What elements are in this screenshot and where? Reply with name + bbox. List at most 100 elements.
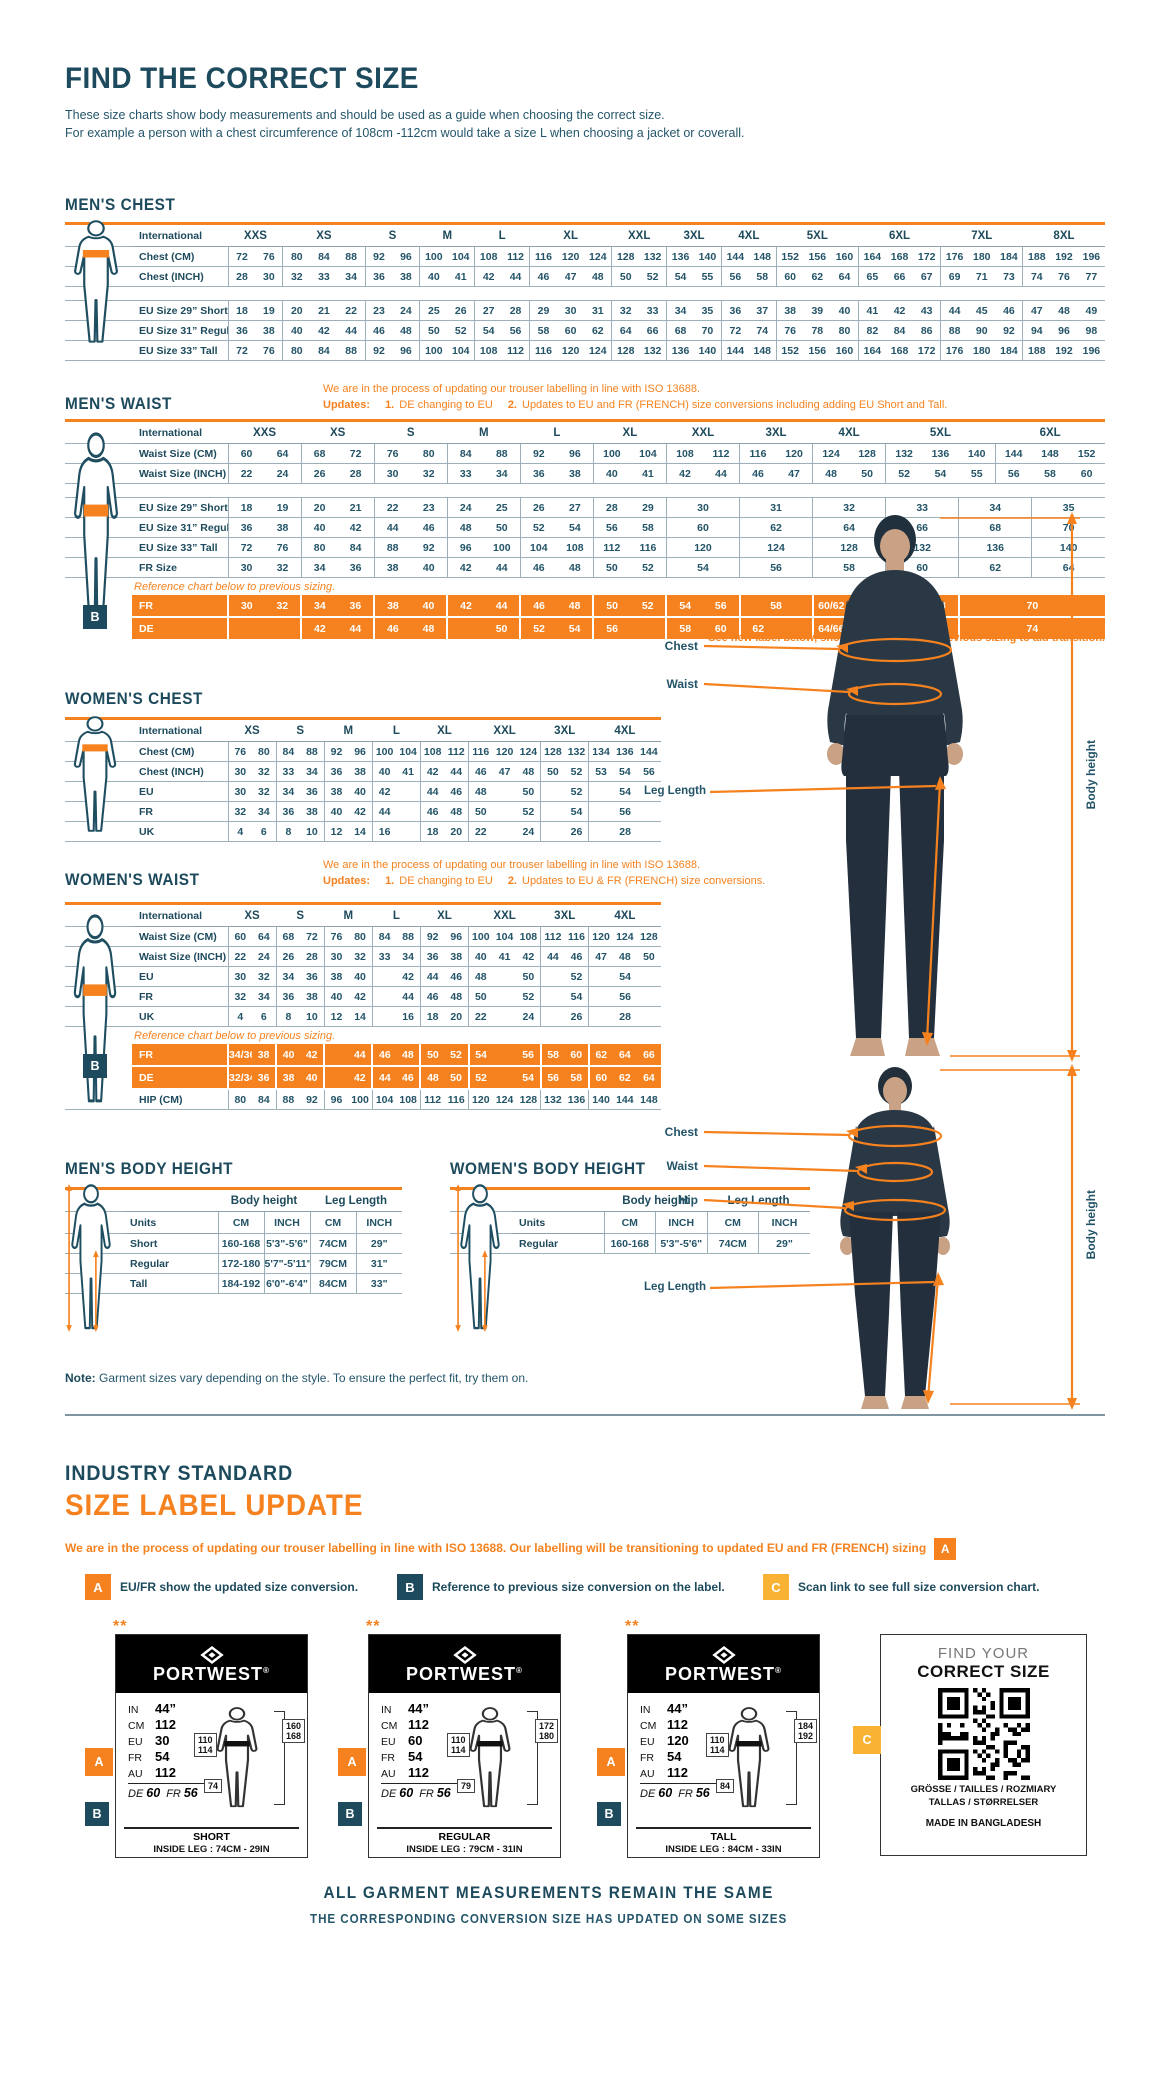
size-value: 62 bbox=[738, 517, 813, 538]
badge-a-inline: A bbox=[934, 1538, 957, 1560]
size-value: 30 bbox=[323, 946, 349, 967]
row-label: EU bbox=[132, 781, 229, 802]
size-value: 29 bbox=[529, 300, 557, 321]
mens-chest-table: International XXS XS S M L XL XXL 3XL 4XL 5XL 6XL 7X… bbox=[65, 222, 1106, 361]
size-column-header: XXL bbox=[666, 420, 740, 444]
row-label: Regular bbox=[123, 1253, 218, 1274]
badge-a: A bbox=[597, 1748, 625, 1776]
height-value: 184-192 bbox=[217, 1273, 264, 1294]
size-value: 64 bbox=[636, 1066, 661, 1090]
size-value: 36 bbox=[300, 781, 325, 802]
size-value: 48 bbox=[468, 966, 493, 987]
size-value: 36 bbox=[300, 966, 325, 987]
garment-label: PORTWEST® IN 44” CM 112 EU 120 FR 54 AU 112 DE 60 FR 5… bbox=[627, 1634, 820, 1858]
qr-languages-line2: TALLAS / STØRRELSER bbox=[928, 1796, 1039, 1808]
size-value: 32 bbox=[252, 966, 277, 987]
size-value: 42 bbox=[396, 966, 421, 987]
size-column-header: M bbox=[419, 223, 475, 247]
height-value: 5'3"-5'6" bbox=[655, 1233, 708, 1254]
size-value: 128 bbox=[812, 537, 886, 558]
size-value: 84 bbox=[310, 246, 338, 267]
size-value bbox=[492, 801, 517, 822]
iso-note-line1: We are in the process of updating our tr… bbox=[323, 383, 701, 395]
size-value: 140 bbox=[693, 246, 722, 267]
size-value: 108 bbox=[516, 926, 541, 947]
size-value: 76 bbox=[775, 320, 804, 341]
portwest-logo: PORTWEST® bbox=[369, 1635, 560, 1693]
size-value: 50 bbox=[540, 761, 565, 782]
size-value: 54 bbox=[666, 266, 694, 287]
size-value: 24 bbox=[392, 300, 420, 321]
size-value: 19 bbox=[255, 300, 283, 321]
size-value: 42 bbox=[348, 1066, 373, 1090]
portwest-diamond-icon bbox=[711, 1645, 736, 1664]
size-value: 44 bbox=[396, 986, 421, 1007]
size-value: 64 bbox=[612, 1044, 637, 1067]
size-column-header: S bbox=[276, 903, 325, 927]
row-label: FR bbox=[132, 1044, 229, 1067]
row-label: HIP (CM) bbox=[132, 1089, 229, 1110]
body-height-label: Body height bbox=[1084, 740, 1098, 810]
size-value: 88 bbox=[940, 320, 969, 341]
group-header: Leg Length bbox=[310, 1188, 403, 1212]
size-value: 46 bbox=[519, 557, 557, 578]
garment-note: Note: Garment sizes vary depending on th… bbox=[65, 1371, 529, 1385]
size-value: 40 bbox=[592, 463, 630, 484]
size-value: 26 bbox=[447, 300, 475, 321]
mens-chest-section: MEN'S CHEST International XXS XS S M L XL XXL 3X… bbox=[65, 196, 1106, 361]
size-value: 40 bbox=[300, 1066, 325, 1090]
footer-line2: THE CORRESPONDING CONVERSION SIZE HAS UP… bbox=[310, 1912, 788, 1926]
size-column-header: 5XL bbox=[885, 420, 996, 444]
size-value: 41 bbox=[396, 761, 421, 782]
size-value: 4 bbox=[227, 821, 253, 842]
size-value: 46 bbox=[564, 946, 589, 967]
size-value: 50 bbox=[592, 557, 630, 578]
size-value bbox=[323, 1044, 349, 1067]
size-value: 36 bbox=[227, 320, 256, 341]
size-value: 44 bbox=[419, 781, 445, 802]
size-value: 140 bbox=[958, 443, 996, 464]
size-value: 44 bbox=[348, 1044, 373, 1067]
size-value: 22 bbox=[227, 463, 265, 484]
size-value: 20 bbox=[444, 1006, 469, 1027]
height-value: 31" bbox=[355, 1253, 403, 1274]
size-value: 44 bbox=[371, 1066, 397, 1090]
size-value: 112 bbox=[419, 1089, 445, 1110]
height-value: 172-180 bbox=[217, 1253, 264, 1274]
row-label: EU Size 31” Regular bbox=[132, 517, 229, 538]
size-value: 60 bbox=[702, 617, 740, 641]
height-bracket bbox=[786, 1711, 797, 1805]
size-column-header: L bbox=[474, 223, 530, 247]
size-value: 56 bbox=[592, 517, 630, 538]
size-value: 90 bbox=[968, 320, 996, 341]
portwest-diamond-icon bbox=[199, 1645, 224, 1664]
size-value: 33 bbox=[371, 946, 397, 967]
size-value: 19 bbox=[264, 497, 302, 518]
size-value: 30 bbox=[227, 595, 265, 618]
label-size-row: FR 54 bbox=[128, 1749, 170, 1764]
size-value: 34 bbox=[300, 761, 325, 782]
size-value: 108 bbox=[556, 537, 594, 558]
size-value: 34 bbox=[396, 946, 421, 967]
size-value: 24 bbox=[446, 497, 484, 518]
size-value: 18 bbox=[227, 497, 265, 518]
size-value: 180 bbox=[968, 340, 996, 361]
size-value: 32 bbox=[410, 463, 448, 484]
size-value: 48 bbox=[419, 1066, 445, 1090]
size-value: 40 bbox=[831, 300, 859, 321]
woman-silhouette bbox=[703, 1064, 1080, 1410]
size-value: 38 bbox=[252, 1044, 277, 1067]
size-value: 34/36 bbox=[227, 1044, 253, 1067]
size-value: 64 bbox=[264, 443, 302, 464]
size-value: 54 bbox=[516, 1066, 541, 1090]
size-value: 128 bbox=[540, 741, 565, 762]
size-value: 73 bbox=[995, 266, 1023, 287]
size-value: 72 bbox=[720, 320, 749, 341]
size-value: 12 bbox=[323, 1006, 349, 1027]
size-value bbox=[371, 1006, 397, 1027]
garment-label: PORTWEST® IN 44” CM 112 EU 30 FR 54 AU 112 DE 60 FR 56… bbox=[115, 1634, 308, 1858]
size-value: 26 bbox=[564, 821, 589, 842]
size-value bbox=[492, 781, 517, 802]
size-value: 144 bbox=[720, 246, 749, 267]
size-value: 74 bbox=[748, 320, 777, 341]
